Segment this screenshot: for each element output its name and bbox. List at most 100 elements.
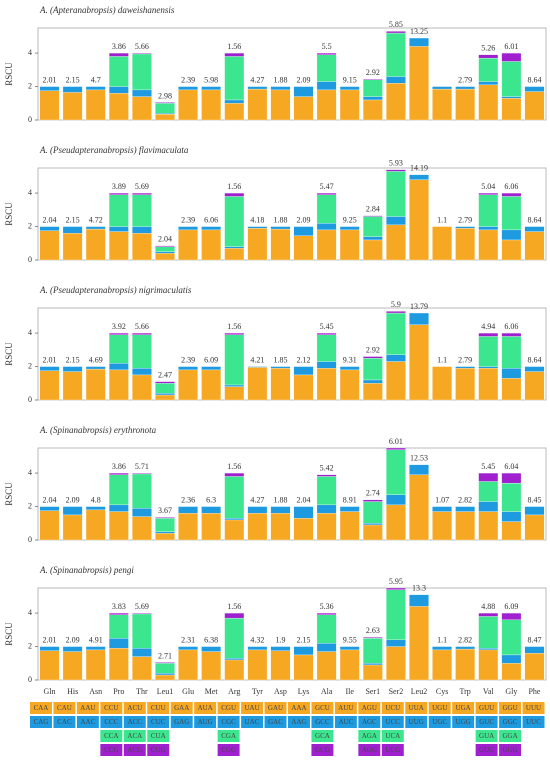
codon-label: GUG (479, 746, 494, 754)
bar-segment (62, 86, 83, 93)
codon-label: CCG (104, 746, 118, 754)
y-tick-label: 0 (28, 675, 32, 684)
codon-label: GGA (502, 732, 517, 740)
bar-segment (501, 196, 522, 231)
x-tick-label: Asn (89, 687, 102, 696)
codon-label: AAA (291, 704, 306, 712)
bar-segment (362, 236, 383, 241)
bar-segment (155, 662, 175, 664)
bar-segment (455, 228, 476, 261)
bar-segment (247, 86, 268, 90)
bar-label: 4.32 (250, 635, 264, 644)
bar-segment (155, 102, 175, 104)
bar-segment (108, 363, 129, 371)
bar-segment (270, 228, 291, 261)
bar-segment (132, 52, 152, 55)
codon-label: UGC (432, 718, 447, 726)
bar-segment (316, 476, 337, 506)
bar-label: 2.01 (43, 75, 57, 84)
codon-cell (53, 702, 76, 714)
bar-segment (155, 245, 175, 247)
bar-label: 6.38 (204, 635, 218, 644)
codon-label: AUG (198, 718, 213, 726)
bar-label: 6.01 (389, 437, 403, 446)
bar-label: 2.92 (366, 68, 380, 77)
codon-cell (358, 744, 381, 756)
codon-label: CAU (57, 704, 72, 712)
bar-segment (478, 192, 499, 195)
bar-segment (316, 612, 337, 615)
bar-label: 5.5 (322, 42, 332, 51)
bar-label: 6.06 (204, 215, 218, 224)
bar-segment (293, 506, 314, 519)
bar-label: 3.92 (112, 322, 126, 331)
bar-label: 5.69 (135, 182, 149, 191)
bar-segment (501, 336, 522, 369)
bar-label: 5.95 (389, 577, 403, 586)
bar-segment (85, 228, 106, 261)
bar-segment (39, 230, 60, 261)
bar-segment (39, 226, 60, 231)
bar-segment (386, 311, 406, 314)
bar-segment (478, 472, 499, 482)
bar-segment (455, 368, 476, 401)
bar-segment (108, 472, 129, 475)
bar-segment (386, 587, 406, 590)
bar-segment (524, 231, 545, 261)
codon-label: AGA (362, 732, 377, 740)
codon-cell (358, 702, 381, 714)
bar-segment (316, 229, 337, 261)
bar-label: 2.39 (181, 355, 195, 364)
bar-label: 1.1 (437, 355, 447, 364)
x-tick-label: Ala (321, 687, 333, 696)
bar-segment (270, 650, 291, 681)
bar-segment (224, 518, 245, 521)
bar-segment (478, 194, 499, 227)
bar-segment (224, 384, 245, 387)
bar-segment (132, 89, 152, 97)
bar-segment (386, 494, 406, 506)
bar-segment (178, 369, 198, 401)
bar-segment (178, 226, 198, 231)
bar-segment (524, 366, 545, 372)
codon-cell (452, 716, 475, 728)
codon-cell (76, 716, 99, 728)
bar-segment (62, 371, 83, 401)
codon-label: UGA (456, 704, 471, 712)
bar-segment (155, 103, 175, 114)
codon-cell (194, 716, 217, 728)
bar-segment (362, 524, 383, 541)
plot-frame (37, 27, 547, 121)
codon-cell (475, 702, 498, 714)
y-axis-label: RSCU (4, 482, 14, 506)
bar-segment (155, 383, 175, 394)
x-tick-label: Lys (298, 687, 310, 696)
bar-label: 2.79 (458, 215, 472, 224)
codon-cell (76, 702, 99, 714)
bar-segment (201, 513, 222, 541)
codon-cell (264, 716, 287, 728)
bar-label: 2.12 (297, 355, 311, 364)
bar-segment (362, 356, 383, 359)
bar-segment (132, 233, 152, 261)
bar-segment (455, 506, 476, 512)
bar-segment (501, 229, 522, 241)
y-tick-label: 2 (28, 501, 32, 510)
bar-segment (155, 251, 175, 254)
codon-cell (100, 716, 123, 728)
bar-segment (478, 336, 499, 367)
bar-segment (478, 84, 499, 121)
bar-segment (339, 229, 360, 261)
codon-cell (217, 744, 240, 756)
codon-cell (217, 702, 240, 714)
bar-segment (386, 171, 406, 217)
y-tick-label: 4 (28, 188, 32, 197)
bar-segment (362, 239, 383, 261)
codon-cell (100, 702, 123, 714)
bar-segment (270, 226, 291, 230)
bar-label: 5.85 (389, 20, 403, 29)
codon-cell (405, 702, 428, 714)
plot-frame (37, 587, 547, 681)
bar-segment (478, 649, 499, 681)
bar-segment (501, 378, 522, 401)
